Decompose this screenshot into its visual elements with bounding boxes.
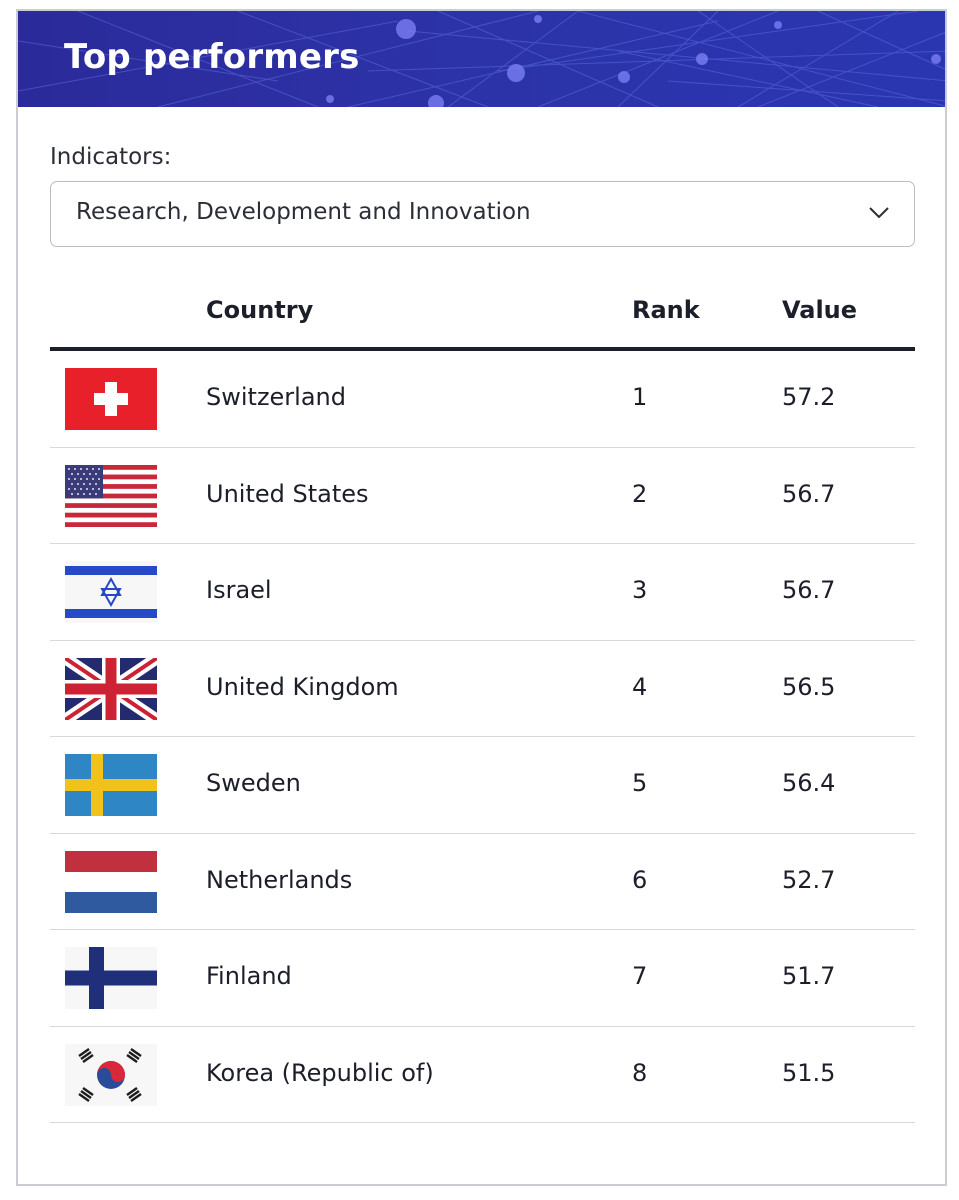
top-performers-panel: Top performers Indicators: Research, Dev… [16,9,947,1186]
flag-netherlands-icon [65,850,157,913]
indicators-select[interactable]: Research, Development and Innovation [50,181,915,247]
score-value: 51.7 [782,962,836,990]
table-row: Israel 3 56.7 [50,544,915,641]
country-name: Korea (Republic of) [206,1058,434,1087]
table-row: Korea (Republic of) 8 51.5 [50,1027,915,1123]
country-name: United Kingdom [206,672,399,701]
country-name: Switzerland [206,383,346,411]
country-name: Finland [206,962,292,990]
score-value: 52.7 [782,865,836,894]
column-header-value[interactable]: Value [782,296,858,324]
rank-value: 8 [632,1058,648,1087]
rank-value: 6 [632,865,648,894]
flag-israel-icon [65,561,157,623]
score-value: 51.5 [782,1058,836,1087]
score-value: 56.5 [782,672,836,701]
top-performers-table: Country Rank Value Switzerland 1 57.2 [50,286,915,1123]
flag-sweden-icon [65,754,157,816]
score-value: 56.4 [782,769,836,797]
country-name: Sweden [206,769,301,797]
chevron-down-icon [869,207,889,219]
rank-value: 7 [632,962,648,990]
flag-united-states-icon [65,464,157,527]
flag-korea-icon [65,1043,157,1106]
flag-finland-icon [65,947,157,1009]
flag-united-kingdom-icon [65,657,157,720]
flag-switzerland-icon [65,368,157,430]
table-row: Switzerland 1 57.2 [50,351,915,448]
column-header-country[interactable]: Country [206,296,314,324]
table-header-row: Country Rank Value [50,286,915,351]
rank-value: 4 [632,672,648,701]
panel-header-banner: Top performers [18,11,945,107]
table-row: Netherlands 6 52.7 [50,834,915,930]
score-value: 56.7 [782,576,836,604]
score-value: 56.7 [782,479,836,508]
indicators-select-value: Research, Development and Innovation [76,199,531,225]
score-value: 57.2 [782,383,836,411]
column-header-rank[interactable]: Rank [632,296,700,324]
indicators-label: Indicators: [50,144,172,170]
panel-title: Top performers [64,37,360,77]
rank-value: 2 [632,479,648,508]
country-name: Netherlands [206,865,353,894]
country-name: Israel [206,576,272,604]
rank-value: 3 [632,576,648,604]
table-row: United States 2 56.7 [50,448,915,544]
rank-value: 5 [632,769,648,797]
table-row: Sweden 5 56.4 [50,737,915,834]
rank-value: 1 [632,383,648,411]
table-row: United Kingdom 4 56.5 [50,641,915,737]
network-pattern-background [18,11,945,107]
table-row: Finland 7 51.7 [50,930,915,1027]
country-name: United States [206,479,369,508]
